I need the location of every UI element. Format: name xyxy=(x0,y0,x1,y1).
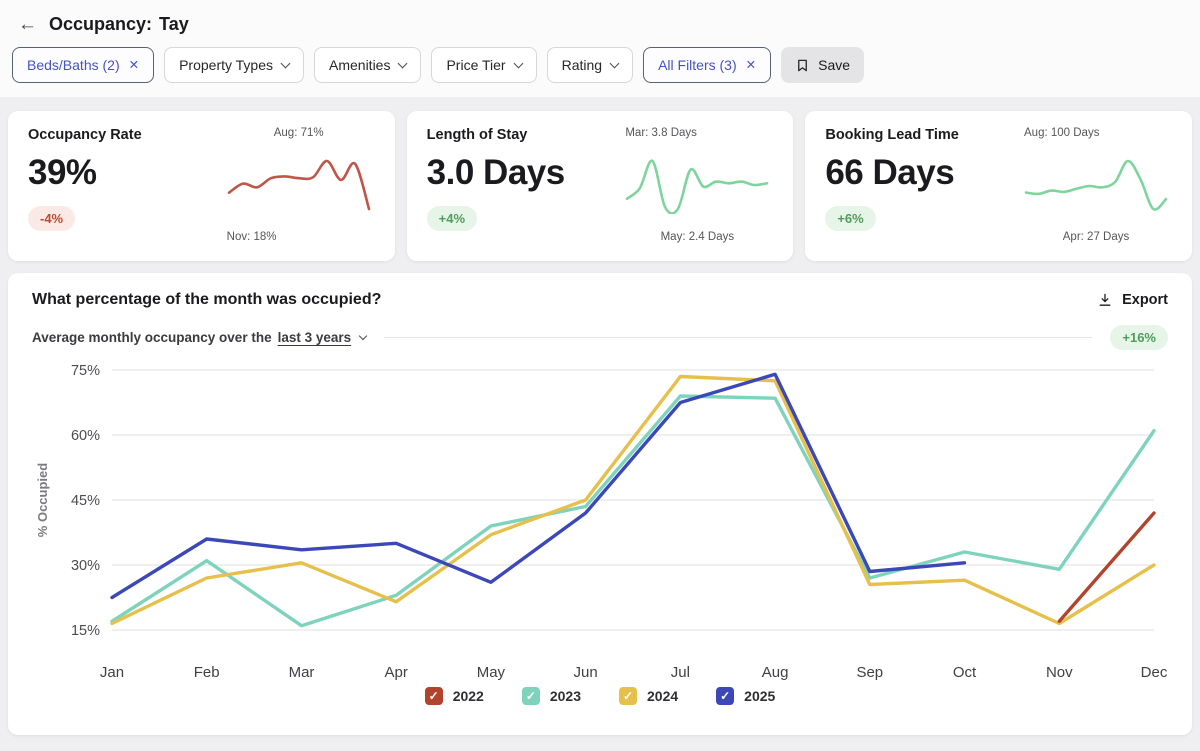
svg-text:Jan: Jan xyxy=(100,664,124,681)
checkbox-checked-icon[interactable]: ✓ xyxy=(619,687,637,705)
sparkline-chart xyxy=(1024,159,1168,211)
legend-label: 2023 xyxy=(549,688,581,704)
export-label: Export xyxy=(1122,292,1168,308)
legend-label: 2022 xyxy=(452,688,484,704)
svg-text:Feb: Feb xyxy=(194,664,220,681)
kpi-sparkline-panel: Mar: 3.8 Days May: 2.4 Days xyxy=(621,127,773,243)
chevron-down-icon xyxy=(513,58,524,68)
chevron-down-icon xyxy=(398,58,408,68)
checkbox-checked-icon[interactable]: ✓ xyxy=(521,687,540,705)
spark-high-label: Aug: 71% xyxy=(273,127,324,139)
svg-text:45%: 45% xyxy=(71,493,100,509)
filter-chip-amenities[interactable]: Amenities xyxy=(314,47,422,83)
kpi-title: Occupancy Rate xyxy=(28,127,142,143)
svg-text:Aug: Aug xyxy=(762,664,789,681)
kpi-row: Occupancy Rate 39% -4% Aug: 71% Nov: 18%… xyxy=(8,111,1193,261)
filter-chip-property-types[interactable]: Property Types xyxy=(164,47,304,83)
sparkline-chart xyxy=(227,159,370,211)
svg-text:15%: 15% xyxy=(71,623,100,639)
close-icon[interactable]: ✕ xyxy=(128,57,140,72)
svg-text:Nov: Nov xyxy=(1046,664,1073,681)
divider xyxy=(384,337,1093,338)
svg-text:Sep: Sep xyxy=(856,664,883,681)
time-range-dropdown[interactable]: last 3 years xyxy=(277,330,352,345)
kpi-value: 3.0 Days xyxy=(426,153,566,192)
kpi-card-length-of-stay: Length of Stay 3.0 Days +4% Mar: 3.8 Day… xyxy=(406,111,794,261)
kpi-title: Length of Stay xyxy=(426,127,528,143)
occupancy-line-chart: 75% 60% 45% 30% 15% Jan Feb Mar Apr May Jun Jul Aug S… xyxy=(35,363,1168,681)
chevron-down-icon[interactable] xyxy=(358,331,368,340)
svg-text:Jul: Jul xyxy=(671,664,690,681)
chip-label: Beds/Baths (2) xyxy=(27,57,120,73)
checkbox-checked-icon[interactable]: ✓ xyxy=(424,687,443,705)
svg-text:Dec: Dec xyxy=(1141,664,1168,681)
filter-chip-price-tier[interactable]: Price Tier xyxy=(431,47,537,83)
bookmark-icon xyxy=(798,59,808,71)
page-title-context: Tay xyxy=(159,14,189,34)
legend-label: 2025 xyxy=(744,688,776,704)
page-title: Occupancy: Tay xyxy=(49,14,189,35)
occupancy-chart-card: What percentage of the month was occupie… xyxy=(8,273,1192,735)
chart-legend: ✓ 2022 ✓ 2023 ✓ 2024 ✓ 2025 xyxy=(32,687,1168,705)
filter-chip-rating[interactable]: Rating xyxy=(546,47,634,83)
legend-item-2024[interactable]: ✓ 2024 xyxy=(619,687,678,705)
kpi-delta-badge: -4% xyxy=(28,206,76,231)
checkbox-checked-icon[interactable]: ✓ xyxy=(716,687,735,705)
svg-text:Mar: Mar xyxy=(289,664,315,681)
chart-subtitle-text: Average monthly occupancy over the xyxy=(32,330,272,345)
spark-low-label: May: 2.4 Days xyxy=(660,231,735,243)
kpi-title: Booking Lead Time xyxy=(825,127,959,143)
svg-text:75%: 75% xyxy=(71,363,100,379)
page-header: ← Occupancy: Tay xyxy=(12,10,1190,47)
spark-low-label: Apr: 27 Days xyxy=(1062,231,1130,243)
chart-delta-badge: +16% xyxy=(1110,325,1168,350)
back-arrow-icon[interactable]: ← xyxy=(18,14,37,35)
svg-text:Oct: Oct xyxy=(953,664,977,681)
kpi-value: 39% xyxy=(28,153,97,192)
chip-label: Price Tier xyxy=(446,57,506,73)
kpi-sparkline-panel: Aug: 71% Nov: 18% xyxy=(223,127,375,243)
save-button[interactable]: Save xyxy=(781,47,865,83)
svg-text:% Occupied: % Occupied xyxy=(35,463,50,537)
chip-label: Property Types xyxy=(179,57,273,73)
svg-text:30%: 30% xyxy=(71,558,100,574)
page-title-text: Occupancy: xyxy=(49,14,153,34)
kpi-delta-badge: +6% xyxy=(825,206,876,231)
chip-label: All Filters (3) xyxy=(658,57,737,73)
kpi-card-booking-lead-time: Booking Lead Time 66 Days +6% Aug: 100 D… xyxy=(805,111,1193,261)
sparkline-chart xyxy=(626,159,769,214)
chart-subtitle: Average monthly occupancy over the last … xyxy=(32,330,368,345)
svg-text:Apr: Apr xyxy=(385,664,408,681)
chevron-down-icon xyxy=(609,58,620,68)
kpi-delta-badge: +4% xyxy=(426,206,478,231)
filter-bar: Beds/Baths (2) ✕ Property Types Amenitie… xyxy=(12,47,1190,83)
top-section: ← Occupancy: Tay Beds/Baths (2) ✕ Propert… xyxy=(0,0,1200,97)
kpi-value: 66 Days xyxy=(825,153,955,192)
export-button[interactable]: Export xyxy=(1097,292,1168,308)
chart-title: What percentage of the month was occupie… xyxy=(32,291,382,308)
kpi-sparkline-panel: Aug: 100 Days Apr: 27 Days xyxy=(1020,127,1172,243)
legend-item-2023[interactable]: ✓ 2023 xyxy=(521,687,581,705)
chip-label: Rating xyxy=(561,57,603,73)
chart-area: 75% 60% 45% 30% 15% Jan Feb Mar Apr May Jun Jul Aug S… xyxy=(32,358,1168,683)
chip-label: Amenities xyxy=(329,57,391,73)
svg-text:May: May xyxy=(477,664,506,681)
spark-high-label: Mar: 3.8 Days xyxy=(625,127,697,139)
spark-low-label: Nov: 18% xyxy=(226,231,277,243)
legend-label: 2024 xyxy=(647,688,679,704)
filter-chip-beds-baths[interactable]: Beds/Baths (2) ✕ xyxy=(12,47,155,83)
save-label: Save xyxy=(818,57,851,73)
chevron-down-icon xyxy=(280,58,291,68)
download-icon xyxy=(1099,293,1111,306)
legend-item-2025[interactable]: ✓ 2025 xyxy=(716,687,775,705)
filter-chip-all-filters[interactable]: All Filters (3) ✕ xyxy=(643,47,772,83)
close-icon[interactable]: ✕ xyxy=(745,57,757,72)
main-content: Occupancy Rate 39% -4% Aug: 71% Nov: 18%… xyxy=(0,97,1200,735)
legend-item-2022[interactable]: ✓ 2022 xyxy=(424,687,484,705)
spark-high-label: Aug: 100 Days xyxy=(1024,127,1100,139)
svg-text:60%: 60% xyxy=(71,428,100,444)
kpi-card-occupancy-rate: Occupancy Rate 39% -4% Aug: 71% Nov: 18% xyxy=(8,111,395,261)
svg-text:Jun: Jun xyxy=(574,664,598,681)
